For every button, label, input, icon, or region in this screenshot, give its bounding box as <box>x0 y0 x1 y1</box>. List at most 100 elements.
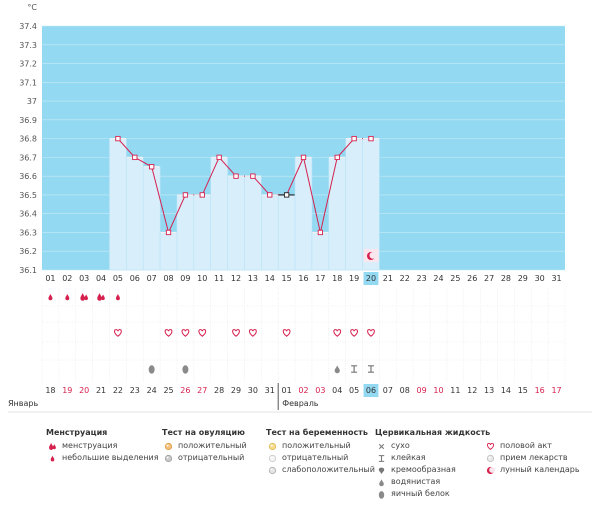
date-label: 16 <box>535 386 545 395</box>
date-label: 25 <box>163 386 173 395</box>
legend-item: клейкая <box>375 452 490 464</box>
legend-item: водянистая <box>375 476 490 488</box>
y-tick-label: 36.2 <box>19 247 37 256</box>
watery-icon <box>334 365 340 374</box>
y-tick-label: 36.4 <box>19 210 37 219</box>
menstruation-drop-icon <box>97 293 105 301</box>
y-tick-label: 37 <box>27 97 37 106</box>
date-label: 18 <box>45 386 55 395</box>
date-label: 09 <box>417 386 427 395</box>
temp-point[interactable] <box>300 154 307 161</box>
temp-bar <box>176 194 195 271</box>
selected-date-highlight[interactable] <box>363 384 379 397</box>
date-label: 04 <box>332 386 342 395</box>
date-label: 22 <box>113 386 123 395</box>
egg-white-icon <box>182 365 189 374</box>
day-label: 15 <box>282 274 292 283</box>
day-label: 06 <box>130 274 140 283</box>
temp-point[interactable] <box>115 135 121 142</box>
legend-group: Цервикальная жидкость сухо клейкая кремообр… <box>375 428 490 500</box>
heart-icon <box>181 329 190 337</box>
heart-icon <box>164 329 173 337</box>
date-label: 01 <box>282 386 292 395</box>
temp-point[interactable] <box>165 229 172 236</box>
temp-bar <box>244 175 262 271</box>
heart-icon <box>282 329 291 337</box>
menstruation-drop-icon-glyph <box>49 442 56 450</box>
day-label: 10 <box>197 274 207 283</box>
y-unit-label: °C <box>27 3 37 12</box>
date-label: 21 <box>96 386 106 395</box>
sticky-icon <box>378 455 385 462</box>
pill-icon-glyph <box>486 454 495 463</box>
legend: Менструация менструация небольшие выделени… <box>0 428 600 522</box>
moon-icon-glyph <box>486 466 495 475</box>
heart-icon <box>114 329 122 337</box>
tracker-grid <box>42 288 565 382</box>
egg-white-icon-glyph <box>378 491 385 499</box>
legend-group: Тест на овуляцию положительный отрицательн… <box>162 428 247 464</box>
day-label: 16 <box>298 274 308 283</box>
legend-group: Тест на беременность положительный отрицат… <box>266 428 375 476</box>
date-label: 26 <box>180 386 190 395</box>
day-label: 23 <box>417 274 427 283</box>
sticky-icon <box>367 365 374 373</box>
date-label: 07 <box>383 386 393 395</box>
heart-icon <box>350 329 358 337</box>
pregnancy-positive-icon <box>268 442 277 451</box>
legend-item-label: положительный <box>178 441 247 450</box>
temp-point[interactable] <box>250 173 256 179</box>
temp-point[interactable] <box>233 173 239 179</box>
legend-item: отрицательный <box>266 452 375 464</box>
date-label: 19 <box>62 386 72 395</box>
temp-point[interactable] <box>132 154 138 161</box>
day-label: 11 <box>214 274 224 283</box>
menstruation-drop-icon <box>80 293 88 301</box>
temp-point[interactable] <box>283 192 290 198</box>
heart-icon <box>232 329 240 337</box>
ovulation-negative-icon-glyph <box>164 454 173 463</box>
temp-point[interactable] <box>199 192 205 198</box>
legend-item: небольшие выделения <box>46 452 159 464</box>
creamy-icon-glyph <box>378 467 385 474</box>
month-label: Январь <box>8 399 38 408</box>
temp-point[interactable] <box>216 154 222 161</box>
legend-group-title <box>484 428 580 437</box>
date-label: 06 <box>366 386 376 395</box>
temp-point[interactable] <box>351 135 357 142</box>
selected-day-highlight[interactable] <box>363 272 379 285</box>
legend-item-label: отрицательный <box>178 453 245 462</box>
legend-item: сухо <box>375 440 490 452</box>
temp-point[interactable] <box>182 192 189 198</box>
temp-point[interactable] <box>334 154 340 161</box>
date-label: 03 <box>315 386 325 395</box>
temp-point[interactable] <box>368 135 374 142</box>
temp-point[interactable] <box>317 229 324 236</box>
day-label: 29 <box>518 274 528 283</box>
temp-bar <box>277 194 296 271</box>
date-label: 12 <box>467 386 477 395</box>
legend-item: слабоположительный <box>266 464 375 476</box>
legend-item: яичный белок <box>375 488 490 500</box>
day-label: 07 <box>147 274 157 283</box>
legend-item: положительный <box>162 440 247 452</box>
date-label: 28 <box>214 386 224 395</box>
day-label: 28 <box>501 274 511 283</box>
ovulation-positive-icon-glyph <box>164 442 173 451</box>
day-label: 26 <box>467 274 477 283</box>
temp-point[interactable] <box>149 164 155 170</box>
temp-bar <box>227 175 245 271</box>
day-label: 14 <box>265 274 275 283</box>
legend-item-label: небольшие выделения <box>62 453 159 462</box>
pregnancy-negative-icon <box>268 454 277 463</box>
pregnancy-negative-icon-glyph <box>268 454 277 463</box>
day-label: 22 <box>400 274 410 283</box>
date-label: 20 <box>79 386 89 395</box>
day-label: 18 <box>332 274 342 283</box>
temp-point[interactable] <box>267 192 273 198</box>
creamy-icon <box>378 467 385 474</box>
day-label: 13 <box>248 274 258 283</box>
heart-icon-glyph <box>487 442 494 450</box>
temperature-line <box>117 138 371 234</box>
menstruation-drop-icon <box>49 442 56 450</box>
